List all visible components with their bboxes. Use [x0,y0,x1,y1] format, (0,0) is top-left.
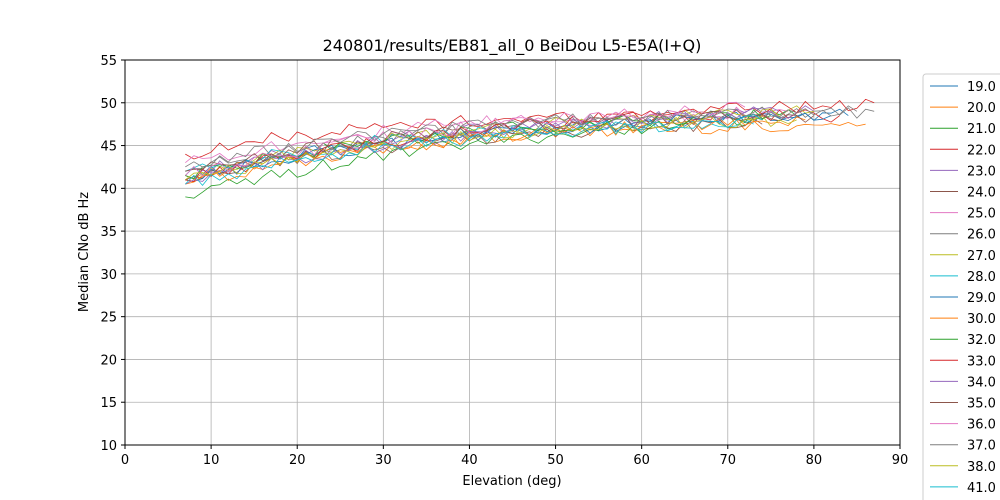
x-tick-label: 10 [203,453,220,468]
y-tick-label: 15 [100,396,117,411]
x-tick-label: 40 [461,453,478,468]
x-axis-label: Elevation (deg) [462,474,561,489]
legend-label: 37.0 [967,439,996,454]
y-tick-label: 40 [100,182,117,197]
series-line-28.0 [185,118,754,172]
legend-label: 30.0 [967,312,996,327]
x-tick-label: 30 [375,453,392,468]
x-tick-label: 20 [289,453,306,468]
legend-label: 20.0 [967,101,996,116]
legend-label: 23.0 [967,164,996,179]
legend-label: 35.0 [967,397,996,412]
series-layer [185,98,875,199]
legend-label: 34.0 [967,375,996,390]
y-tick-label: 20 [100,353,117,368]
x-tick-label: 70 [720,453,737,468]
legend-label: 33.0 [967,354,996,369]
legend-label: 24.0 [967,186,996,201]
legend-label: 22.0 [967,143,996,158]
x-tick-label: 0 [121,453,129,468]
series-line-24.0 [185,118,763,181]
legend-label: 41.0 [967,481,996,496]
y-axis-label: Median CNo dB Hz [77,192,92,312]
series-line-21.0 [185,109,797,199]
legend-label: 26.0 [967,228,996,243]
legend-label: 28.0 [967,270,996,285]
plot-frame [124,59,901,446]
x-tick-label: 90 [892,453,909,468]
legend-frame [922,73,1000,500]
y-tick-label: 50 [100,97,117,112]
y-tick-label: 30 [100,268,117,283]
y-tick-label: 10 [100,439,117,454]
legend-label: 38.0 [967,460,996,475]
series-line-35.0 [185,110,815,172]
x-tick-label: 50 [547,453,564,468]
legend-label: 19.0 [967,80,996,95]
legend-label: 25.0 [967,207,996,222]
series-line-38.0 [185,115,797,181]
y-tick-label: 25 [100,311,117,326]
x-tick-label: 60 [633,453,650,468]
series-line-36.0 [185,101,746,177]
y-tick-label: 45 [100,140,117,155]
legend-label: 32.0 [967,333,996,348]
y-tick-label: 35 [100,225,117,240]
y-tick-label: 55 [100,54,117,69]
legend-label: 21.0 [967,122,996,137]
chart-title: 240801/results/EB81_all_0 BeiDou L5-E5A(… [323,36,702,56]
y-ticks: 10 15 20 25 30 35 40 45 50 55 [100,54,125,454]
x-tick-label: 80 [806,453,823,468]
legend-label: 29.0 [967,291,996,306]
legend-label: 36.0 [967,418,996,433]
series-line-41.0 [185,114,763,187]
legend-label: 27.0 [967,249,996,264]
series-line-34.0 [185,106,780,185]
x-ticks: 0 10 20 30 40 50 60 70 80 90 [121,445,908,468]
legend: 19.0 20.0 21.0 22.0 23.0 24.0 25.0 26.0 27.0 28.0… [922,73,1000,500]
